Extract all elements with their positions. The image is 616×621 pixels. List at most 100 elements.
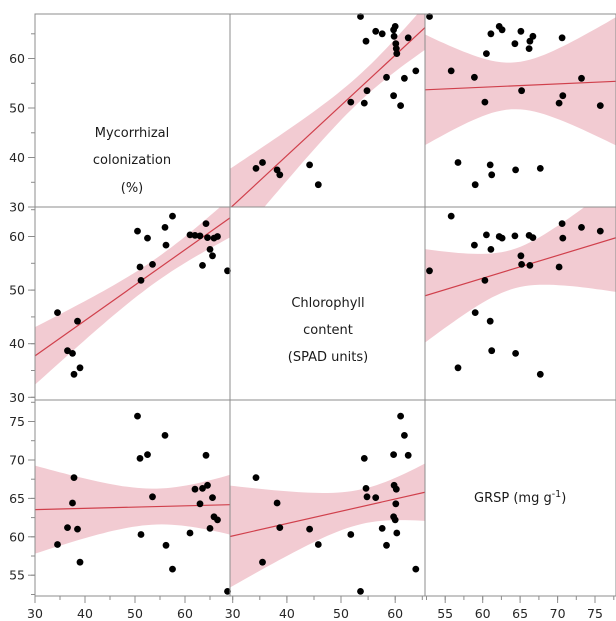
data-point-chlorophyll-vs-mycorrhizal-12 xyxy=(161,224,169,231)
bottom-tick-label-grsp-60: 60 xyxy=(475,606,491,621)
data-point-grsp-vs-chlorophyll-10 xyxy=(390,451,397,458)
data-point-grsp-vs-chlorophyll-7 xyxy=(397,412,404,420)
panel-mycorrhizal-vs-mycorrhizal xyxy=(34,13,231,208)
data-point-grsp-vs-mycorrhizal-6 xyxy=(76,558,84,566)
left-tick-label-grsp-75: 75 xyxy=(9,414,25,429)
left-tick-label-mycorrhizal-60: 60 xyxy=(9,51,25,66)
data-point-mycorrhizal-vs-chlorophyll-15 xyxy=(393,50,401,57)
data-point-grsp-vs-mycorrhizal-2 xyxy=(64,524,71,531)
data-point-chlorophyll-vs-grsp-9 xyxy=(481,277,489,284)
data-point-chlorophyll-vs-mycorrhizal-9 xyxy=(137,277,145,284)
data-point-chlorophyll-vs-grsp-4 xyxy=(536,370,544,378)
fit-line-mycorrhizal-vs-grsp xyxy=(425,80,616,91)
data-point-mycorrhizal-vs-grsp-20 xyxy=(529,32,537,40)
confidence-bands xyxy=(35,14,616,588)
data-point-mycorrhizal-vs-grsp-2 xyxy=(488,171,496,179)
diag-label-chlorophyll-line2: content xyxy=(303,323,353,338)
data-point-mycorrhizal-vs-chlorophyll-1 xyxy=(314,181,322,189)
data-point-chlorophyll-vs-mycorrhizal-18 xyxy=(199,262,206,269)
bottom-tick-label-grsp-70: 70 xyxy=(550,606,566,621)
data-point-chlorophyll-vs-grsp-24 xyxy=(495,233,503,240)
data-point-grsp-vs-chlorophyll-20 xyxy=(390,481,398,489)
data-point-mycorrhizal-vs-chlorophyll-8 xyxy=(360,99,368,107)
confidence-band-grsp-vs-chlorophyll xyxy=(230,463,425,588)
data-point-mycorrhizal-vs-grsp-13 xyxy=(471,73,478,81)
diag-label-grsp-superscript: -1 xyxy=(552,489,561,500)
diag-label-grsp-close: ) xyxy=(561,491,566,506)
data-point-mycorrhizal-vs-chlorophyll-18 xyxy=(362,37,370,45)
confidence-band-mycorrhizal-vs-chlorophyll xyxy=(230,14,425,207)
data-point-mycorrhizal-vs-grsp-16 xyxy=(525,45,533,52)
data-point-grsp-vs-mycorrhizal-8 xyxy=(136,455,144,462)
data-point-grsp-vs-chlorophyll-3 xyxy=(273,499,281,507)
data-point-mycorrhizal-vs-grsp-12 xyxy=(578,74,585,82)
data-point-mycorrhizal-vs-grsp-15 xyxy=(483,50,490,57)
diag-label-mycorrhizal-line3: (%) xyxy=(121,181,144,196)
data-point-grsp-vs-chlorophyll-14 xyxy=(412,565,420,573)
data-point-grsp-vs-chlorophyll-17 xyxy=(392,500,400,508)
data-point-chlorophyll-vs-mycorrhizal-15 xyxy=(186,231,194,239)
data-point-grsp-vs-mycorrhizal-11 xyxy=(149,493,156,501)
data-point-mycorrhizal-vs-chlorophyll-5 xyxy=(306,161,313,169)
data-point-mycorrhizal-vs-chlorophyll-3 xyxy=(273,166,281,174)
data-point-grsp-vs-chlorophyll-22 xyxy=(372,494,380,501)
confidence-band-chlorophyll-vs-mycorrhizal xyxy=(35,207,230,385)
data-point-mycorrhizal-vs-grsp-21 xyxy=(487,30,495,38)
data-point-mycorrhizal-vs-chlorophyll-22 xyxy=(372,27,380,35)
fit-line-grsp-vs-chlorophyll xyxy=(230,491,425,538)
data-point-chlorophyll-vs-grsp-1 xyxy=(471,309,479,316)
data-point-grsp-vs-mycorrhizal-15 xyxy=(186,529,194,537)
left-tick-label-mycorrhizal-30: 30 xyxy=(9,200,25,215)
data-point-chlorophyll-vs-grsp-10 xyxy=(559,234,567,242)
data-point-chlorophyll-vs-mycorrhizal-2 xyxy=(64,347,71,355)
data-point-mycorrhizal-vs-chlorophyll-12 xyxy=(401,74,408,82)
left-tick-label-grsp-65: 65 xyxy=(9,491,25,506)
data-point-grsp-vs-mycorrhizal-7 xyxy=(134,412,141,420)
data-point-mycorrhizal-vs-grsp-18 xyxy=(526,37,534,45)
data-point-chlorophyll-vs-mycorrhizal-3 xyxy=(69,350,76,357)
confidence-band-grsp-vs-mycorrhizal xyxy=(35,465,230,554)
left-tick-label-mycorrhizal-40: 40 xyxy=(9,150,25,165)
data-point-mycorrhizal-vs-chlorophyll-4 xyxy=(252,165,260,172)
data-point-chlorophyll-vs-grsp-2 xyxy=(488,347,496,355)
data-point-mycorrhizal-vs-chlorophyll-10 xyxy=(390,92,397,100)
data-point-chlorophyll-vs-grsp-13 xyxy=(471,241,478,249)
left-tick-label-grsp-60: 60 xyxy=(9,529,25,544)
data-point-chlorophyll-vs-mycorrhizal-4 xyxy=(70,370,78,378)
data-point-grsp-vs-mycorrhizal-19 xyxy=(202,451,210,459)
data-point-chlorophyll-vs-grsp-12 xyxy=(578,224,585,231)
data-point-chlorophyll-vs-mycorrhizal-14 xyxy=(169,212,176,220)
data-point-grsp-vs-mycorrhizal-18 xyxy=(199,485,206,492)
data-points xyxy=(54,13,604,595)
data-point-chlorophyll-vs-grsp-17 xyxy=(511,232,519,240)
bottom-tick-label-chlorophyll-50: 50 xyxy=(333,606,349,621)
fit-line-mycorrhizal-vs-chlorophyll xyxy=(230,27,425,207)
data-point-chlorophyll-vs-mycorrhizal-7 xyxy=(134,227,141,235)
data-point-mycorrhizal-vs-chlorophyll-24 xyxy=(391,23,399,30)
left-tick-label-mycorrhizal-50: 50 xyxy=(9,101,25,116)
data-point-grsp-vs-chlorophyll-9 xyxy=(347,531,355,538)
data-point-grsp-vs-chlorophyll-11 xyxy=(363,493,371,501)
data-point-chlorophyll-vs-mycorrhizal-8 xyxy=(136,263,144,271)
data-point-grsp-vs-chlorophyll-25 xyxy=(357,588,364,595)
data-point-grsp-vs-chlorophyll-19 xyxy=(404,451,412,459)
data-point-chlorophyll-vs-grsp-20 xyxy=(529,234,537,242)
data-point-grsp-vs-mycorrhizal-9 xyxy=(137,531,145,538)
data-point-chlorophyll-vs-mycorrhizal-1 xyxy=(54,309,61,316)
data-point-mycorrhizal-vs-grsp-7 xyxy=(596,102,604,109)
data-point-mycorrhizal-vs-chlorophyll-16 xyxy=(392,45,400,52)
axis-ticks: 30 40 50 60 30 40 50 60 55 60 65 70 75 30 40 50 60 30 40 50… xyxy=(9,33,615,621)
bottom-tick-label-grsp-55: 55 xyxy=(437,606,453,621)
data-point-mycorrhizal-vs-chlorophyll-11 xyxy=(363,87,371,95)
bottom-tick-label-chlorophyll-40: 40 xyxy=(279,606,295,621)
data-point-grsp-vs-chlorophyll-15 xyxy=(393,529,401,537)
data-point-chlorophyll-vs-mycorrhizal-22 xyxy=(209,252,216,260)
bottom-tick-label-grsp-75: 75 xyxy=(587,606,603,621)
bottom-tick-label-chlorophyll-60: 60 xyxy=(387,606,403,621)
data-point-mycorrhizal-vs-grsp-14 xyxy=(447,67,455,75)
data-point-grsp-vs-chlorophyll-18 xyxy=(362,485,370,492)
data-point-chlorophyll-vs-mycorrhizal-21 xyxy=(206,246,214,253)
data-point-mycorrhizal-vs-grsp-4 xyxy=(536,165,544,172)
data-point-chlorophyll-vs-grsp-3 xyxy=(512,350,519,357)
data-point-chlorophyll-vs-mycorrhizal-6 xyxy=(76,364,84,372)
